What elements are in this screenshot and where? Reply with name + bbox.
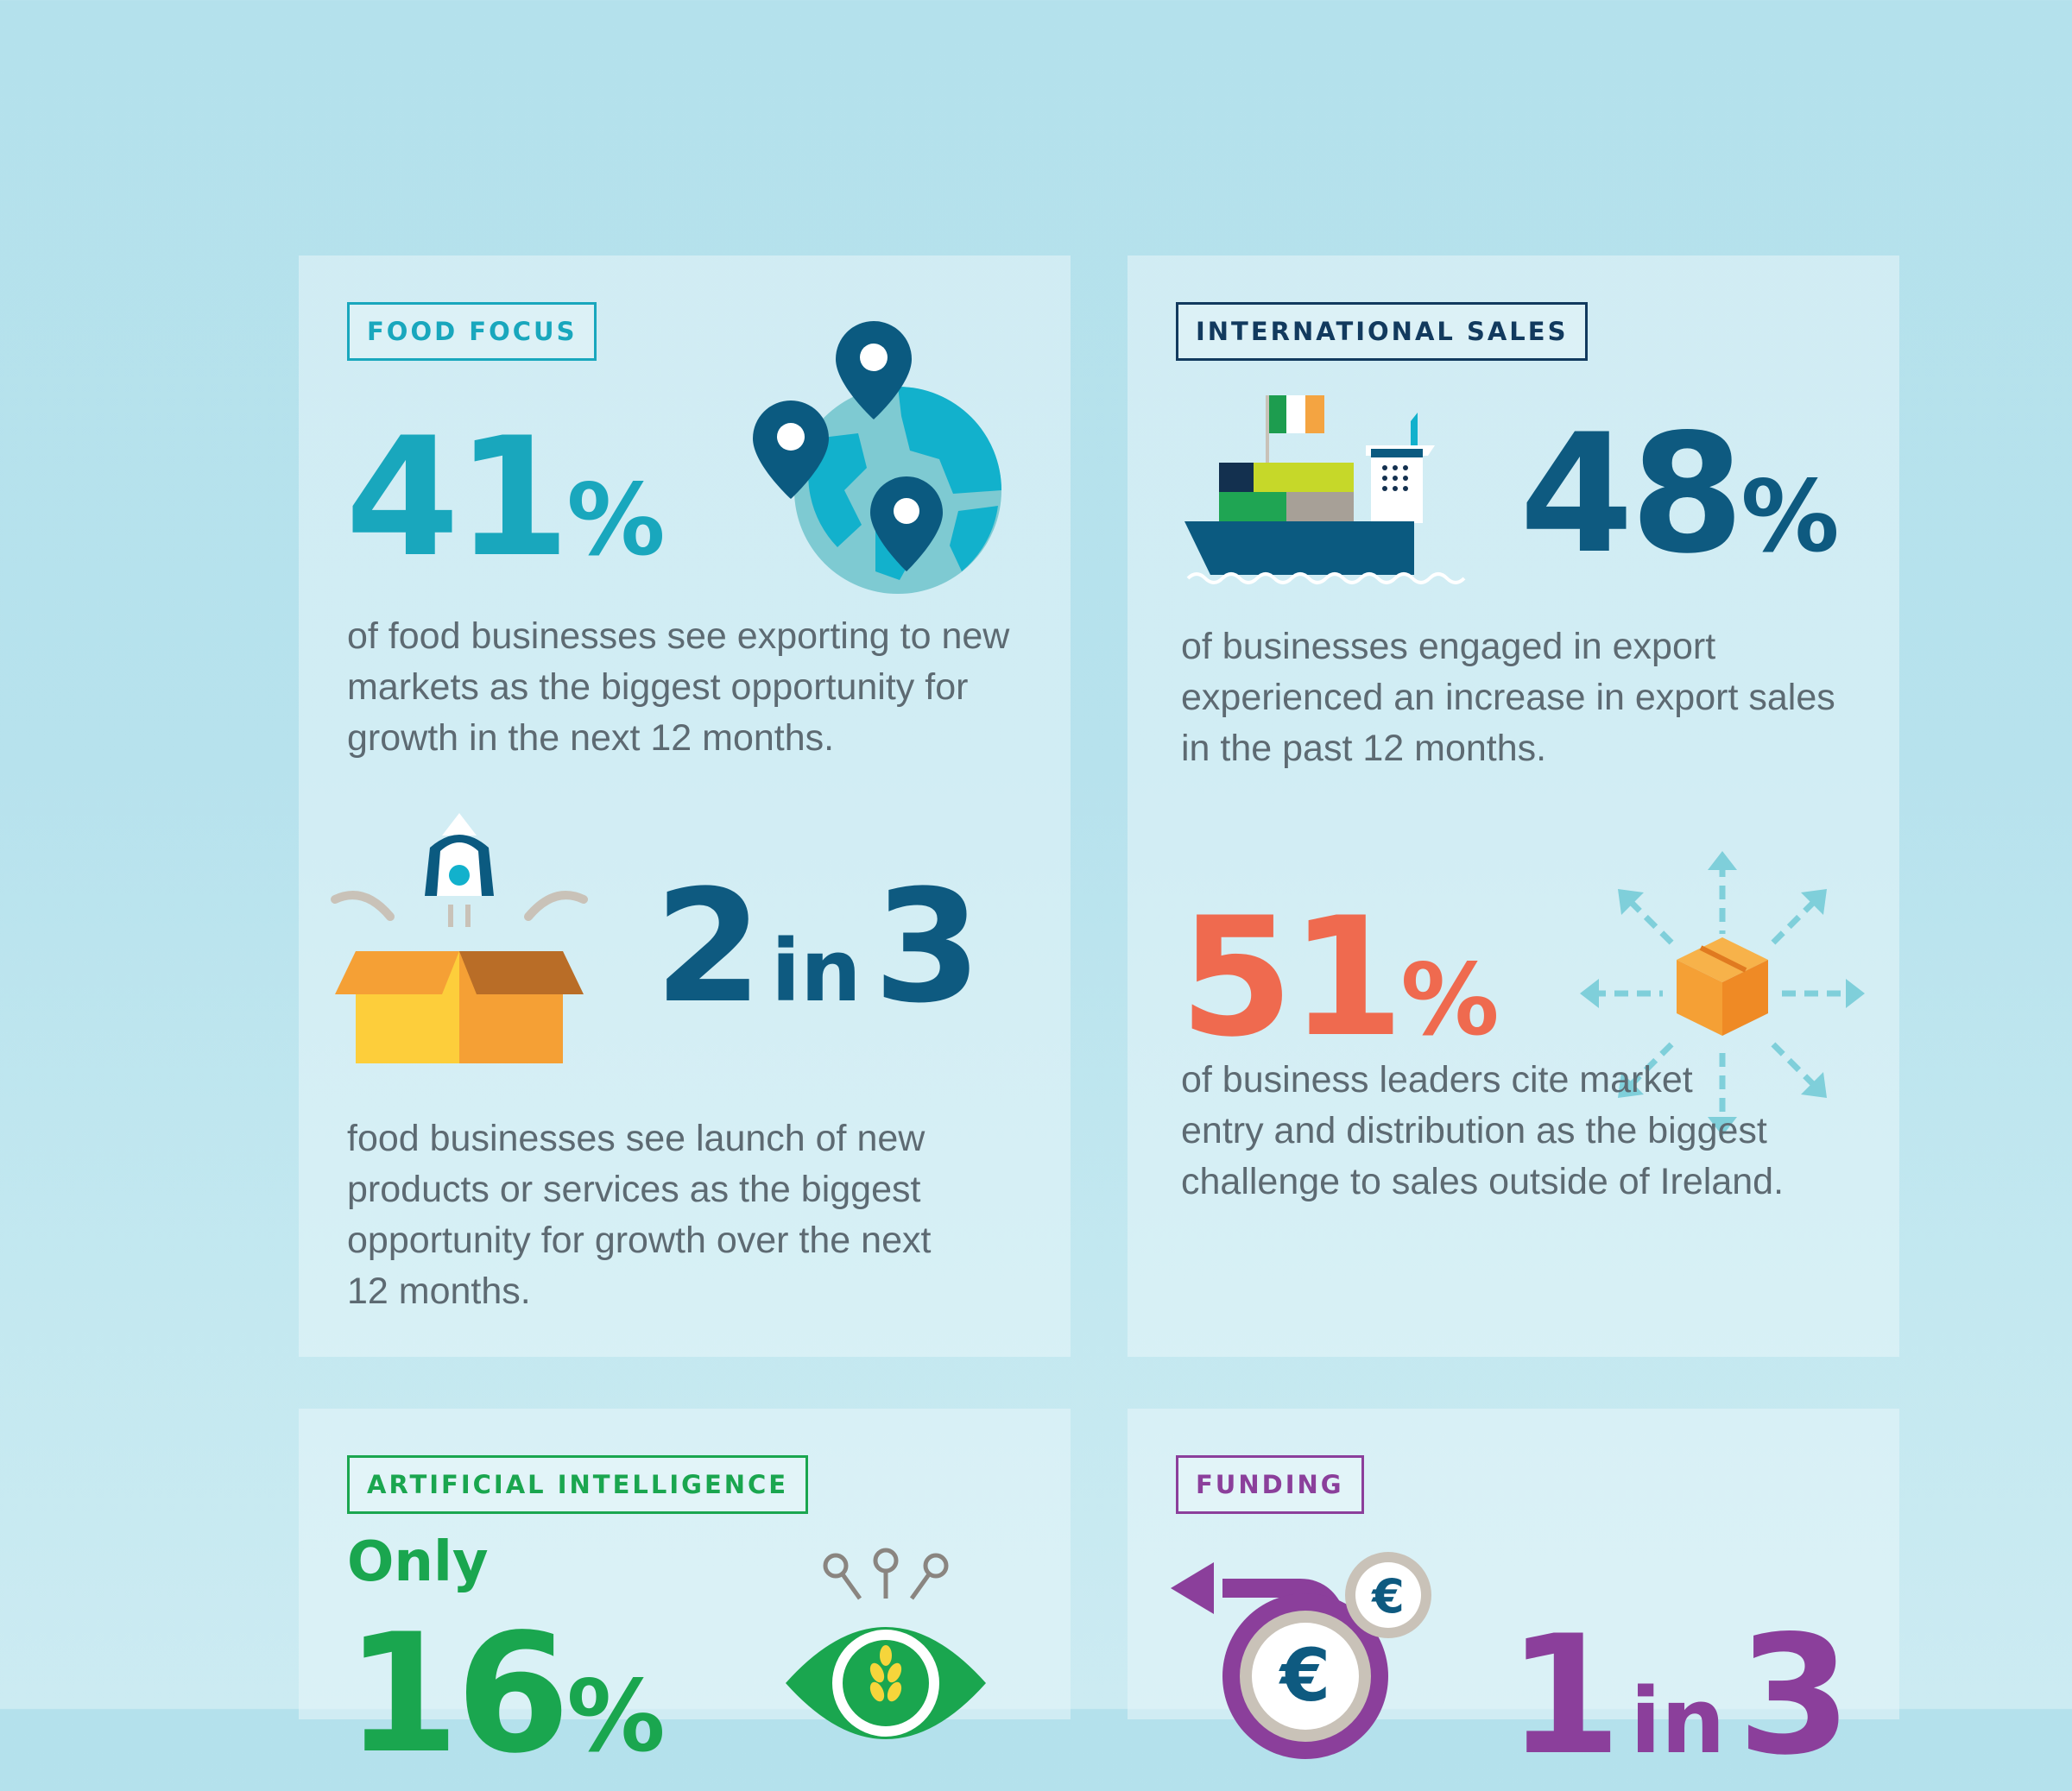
international-sales-second-stat-unit: % [1400,943,1500,1057]
euro-coins-icon: € € [1171,1552,1431,1759]
artificial-intelligence-stat-number: 16 [345,1599,570,1789]
rocket-box-icon [331,813,588,1063]
funding-tag: FUNDING [1176,1455,1364,1514]
funding-stat-in: in [1630,1668,1726,1774]
food-focus-tag: FOOD FOCUS [347,302,597,361]
eye-wheat-icon [786,1548,986,1739]
globe-with-pins-icon [753,321,1001,594]
funding-stat-a: 1 [1507,1600,1621,1791]
food-focus-stat-unit: % [566,463,666,577]
food-focus-stat: 41% [345,416,666,580]
svg-text:€: € [1370,1569,1405,1624]
funding-card: FUNDING € € 1 in3 [1128,1409,1899,1778]
artificial-intelligence-stat-unit: % [566,1659,666,1774]
food-focus-description: of food businesses see exporting to new … [347,615,1010,759]
food-focus-second-description: food businesses see launch of new produc… [347,1118,932,1312]
international-sales-card: INTERNATIONAL SALES 48% of businesses en… [1128,255,1899,1357]
funding-stat-b: 3 [1737,1600,1851,1791]
funding-stat: 1 in3 [1507,1614,1852,1778]
food-focus-stat-number: 41 [345,402,570,593]
international-sales-second-stat: 51% [1179,896,1500,1060]
food-focus-second-stat: 2 in3 [654,870,982,1025]
international-sales-second-description: of business leaders cite market entry an… [1181,1059,1785,1202]
artificial-intelligence-stat: 16% [345,1612,666,1776]
international-sales-second-stat-number: 51 [1179,882,1404,1073]
food-focus-second-stat-b: 3 [873,857,982,1037]
box-distribution-icon [1580,851,1865,1136]
artificial-intelligence-tag: ARTIFICIAL INTELLIGENCE [347,1455,809,1514]
international-sales-stat-number: 48 [1519,399,1744,590]
food-focus-card: FOOD FOCUS 41% of food businesses see ex… [299,255,1071,1357]
artificial-intelligence-prefix: Only [347,1530,489,1594]
international-sales-stat-unit: % [1740,459,1840,574]
cargo-ship-icon [1184,395,1466,584]
international-sales-description: of businesses engaged in export experien… [1181,626,1835,769]
svg-text:€: € [1279,1633,1330,1718]
artificial-intelligence-card: ARTIFICIAL INTELLIGENCE Only 16% [299,1409,1071,1776]
international-sales-stat: 48% [1519,413,1840,577]
food-focus-second-stat-in: in [771,922,862,1021]
international-sales-tag: INTERNATIONAL SALES [1176,302,1589,361]
food-focus-second-stat-a: 2 [654,857,762,1037]
